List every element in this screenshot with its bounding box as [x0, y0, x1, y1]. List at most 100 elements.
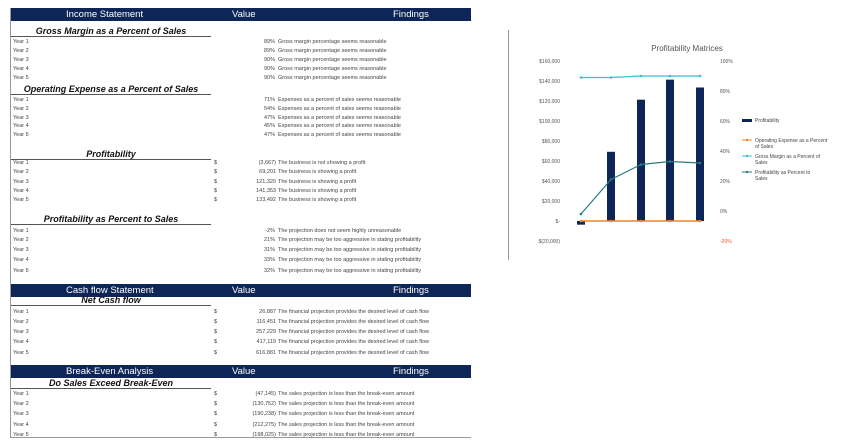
- primary-axis-tick: $20,000: [542, 199, 560, 205]
- table-row: Year 3 $257,229 The financial projection p…: [11, 328, 471, 337]
- row-value: 90%: [263, 75, 275, 81]
- table-row: Year 3 $121,320 The business is showing a …: [11, 178, 471, 187]
- row-finding: Expenses as a percent of sales seems rea…: [278, 132, 401, 138]
- table-row: Year 4 33% The projection may be too aggre…: [11, 256, 471, 265]
- row-finding: Expenses as a percent of sales seems rea…: [278, 115, 401, 121]
- currency-symbol: $: [214, 391, 218, 397]
- table-row: Year 2 54% Expenses as a percent of sales …: [11, 105, 471, 114]
- row-label: Year 3: [13, 247, 29, 253]
- row-value: (212,275): [252, 422, 276, 428]
- row-finding: The sales projection is less than the br…: [278, 422, 415, 428]
- row-label: Year 4: [13, 339, 29, 345]
- row-finding: The projection may be too aggressive in …: [278, 237, 422, 243]
- group-title: Do Sales Exceed Break-Even: [11, 378, 211, 389]
- table-row: Year 5 90% Gross margin percentage seems r…: [11, 74, 471, 83]
- secondary-axis-tick: 0%: [720, 209, 728, 215]
- primary-axis-tick: $(20,000): [539, 239, 561, 245]
- row-value: 616,881: [256, 350, 276, 356]
- row-label: Year 2: [13, 237, 29, 243]
- table-row: Year 5 $ (198,025) The sales projection is …: [11, 431, 471, 440]
- currency-symbol: $: [214, 319, 218, 325]
- group-title: Profitability: [11, 149, 211, 160]
- series-point: [698, 219, 702, 223]
- section-header: Cash flow Statement Value Findings: [11, 284, 471, 297]
- legend-label: Gross Margin as a Percent of Sales: [755, 154, 821, 166]
- table-row: Year 2 $116,451 The financial projection p…: [11, 318, 471, 327]
- series-point: [579, 219, 583, 223]
- row-finding: The sales projection is less than the br…: [278, 401, 415, 407]
- row-finding: The projection may be too aggressive in …: [278, 268, 422, 274]
- currency-symbol: $: [214, 339, 218, 345]
- row-value: 31%: [263, 247, 275, 253]
- section-title: Cash flow Statement: [66, 285, 154, 296]
- group-title: Profitability as Percent to Sales: [11, 214, 211, 225]
- row-value: (198,025): [252, 432, 276, 438]
- series-point: [579, 212, 583, 216]
- table-row: Year 4 90% Gross margin percentage seems r…: [11, 65, 471, 74]
- row-finding: The projection may be too aggressive in …: [278, 247, 422, 253]
- row-label: Year 3: [13, 115, 29, 121]
- table-row: Year 3 31% The projection may be too aggre…: [11, 246, 471, 255]
- table-row: Year 5 $616,881 The financial projection p…: [11, 349, 471, 358]
- row-label: Year 3: [13, 411, 29, 417]
- row-label: Year 1: [13, 309, 29, 315]
- secondary-axis-tick: 80%: [720, 89, 731, 95]
- row-value: 89%: [263, 48, 275, 54]
- row-value: 33%: [263, 257, 275, 263]
- row-value: 90%: [263, 66, 275, 72]
- section-header: Income Statement Value Findings: [11, 8, 471, 21]
- currency-symbol: $: [214, 411, 218, 417]
- series-point: [609, 219, 613, 223]
- row-label: Year 2: [13, 401, 29, 407]
- currency-symbol: $: [214, 179, 218, 185]
- row-finding: The business is showing a profit: [278, 169, 357, 175]
- row-finding: The financial projection provides the de…: [278, 319, 430, 325]
- row-value: 133,492: [256, 197, 276, 203]
- row-finding: The financial projection provides the de…: [278, 350, 430, 356]
- row-label: Year 5: [13, 75, 29, 81]
- row-value: 257,229: [256, 329, 276, 335]
- row-finding: Gross margin percentage seems reasonable: [278, 75, 387, 81]
- row-label: Year 2: [13, 169, 29, 175]
- table-row: Year 2 21% The projection may be too aggre…: [11, 236, 471, 245]
- series-point: [609, 76, 613, 79]
- primary-axis-tick: $-: [556, 219, 561, 225]
- legend-marker: [745, 138, 749, 142]
- section-header: Break-Even Analysis Value Findings: [11, 365, 471, 378]
- group-title: Net Cash flow: [11, 295, 211, 306]
- legend-label: Profitability as Percent to Sales: [755, 170, 811, 182]
- row-label: Year 4: [13, 123, 29, 129]
- row-finding: The financial projection provides the de…: [278, 309, 430, 315]
- currency-symbol: $: [214, 422, 218, 428]
- row-finding: Gross margin percentage seems reasonable: [278, 48, 387, 54]
- row-value: 89%: [263, 39, 275, 45]
- series-point: [639, 74, 643, 78]
- legend-label: Profitability: [755, 118, 780, 124]
- currency-symbol: $: [214, 169, 218, 175]
- secondary-axis-tick: -20%: [720, 239, 732, 245]
- findings-column-header: Findings: [393, 285, 429, 296]
- row-label: Year 1: [13, 228, 29, 234]
- table-row: Year 1 $26,887 The financial projection pr…: [11, 308, 471, 317]
- table-row: Year 1 71% Expenses as a percent of sales …: [11, 96, 471, 105]
- table-row: Year 4 $ (212,275) The sales projection is …: [11, 421, 471, 430]
- currency-symbol: $: [214, 329, 218, 335]
- findings-column-header: Findings: [393, 9, 429, 20]
- table-row: Year 2 89% Gross margin percentage seems r…: [11, 47, 471, 56]
- profitability-chart: Profitability Matrices $160,000 $140,000 $1…: [539, 44, 828, 245]
- currency-symbol: $: [214, 309, 218, 315]
- table-row: Year 4 45% Expenses as a percent of sales …: [11, 122, 471, 131]
- findings-column-header: Findings: [393, 366, 429, 377]
- table-row: Year 3 47% Expenses as a percent of sales …: [11, 114, 471, 123]
- row-label: Year 4: [13, 66, 29, 72]
- table-row: Year 1 $ (3,667) The business is not showin…: [11, 159, 471, 168]
- row-label: Year 3: [13, 329, 29, 335]
- series-point: [698, 74, 702, 78]
- row-value: 90%: [263, 57, 275, 63]
- legend-marker: [745, 154, 749, 158]
- currency-symbol: $: [214, 350, 218, 356]
- secondary-axis-tick: 20%: [720, 179, 731, 185]
- series-point: [668, 74, 672, 78]
- row-value: (190,238): [252, 411, 276, 417]
- row-value: 71%: [263, 97, 275, 103]
